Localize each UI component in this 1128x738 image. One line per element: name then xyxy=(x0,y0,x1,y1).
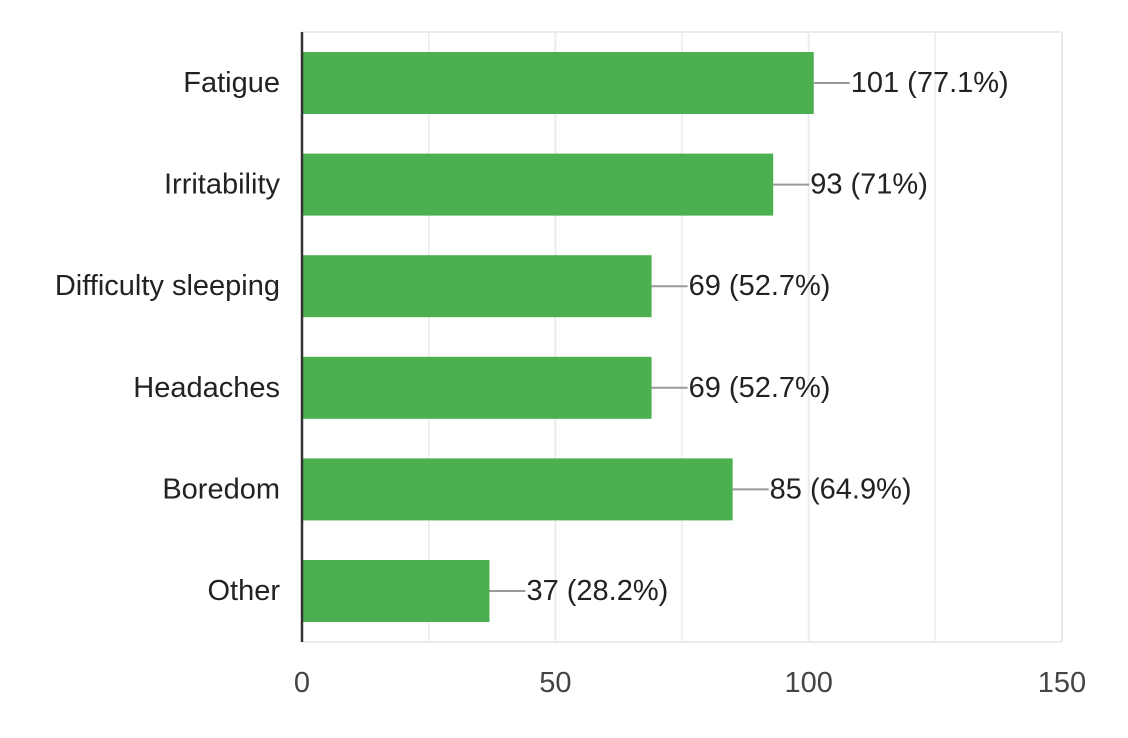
category-label: Headaches xyxy=(133,372,280,404)
bar xyxy=(302,560,490,622)
data-label: 101 (77.1%) xyxy=(851,67,1009,99)
labels: Fatigue 101 (77.1%) Irritability 93 (71%) Di… xyxy=(55,67,1009,607)
bars xyxy=(302,52,814,622)
x-tick-label: 0 xyxy=(294,667,310,699)
x-tick-label: 100 xyxy=(784,667,832,699)
category-label: Boredom xyxy=(162,473,280,505)
bar xyxy=(302,255,652,318)
bar xyxy=(302,52,814,114)
data-label: 69 (52.7%) xyxy=(689,372,831,404)
bar xyxy=(302,153,774,216)
bar xyxy=(302,356,652,419)
grid-lines xyxy=(302,31,1063,643)
data-label: 37 (28.2%) xyxy=(526,575,668,607)
bar xyxy=(302,458,733,521)
data-label: 69 (52.7%) xyxy=(689,270,831,302)
x-tick-label: 50 xyxy=(539,667,571,699)
data-label: 85 (64.9%) xyxy=(770,473,912,505)
data-label: 93 (71%) xyxy=(810,169,928,201)
category-label: Other xyxy=(207,575,280,607)
category-label: Difficulty sleeping xyxy=(55,270,280,302)
x-tick-label: 150 xyxy=(1038,667,1086,699)
category-label: Fatigue xyxy=(183,67,280,99)
category-label: Irritability xyxy=(164,169,281,201)
axes: 0 50 100 150 xyxy=(294,32,1086,699)
